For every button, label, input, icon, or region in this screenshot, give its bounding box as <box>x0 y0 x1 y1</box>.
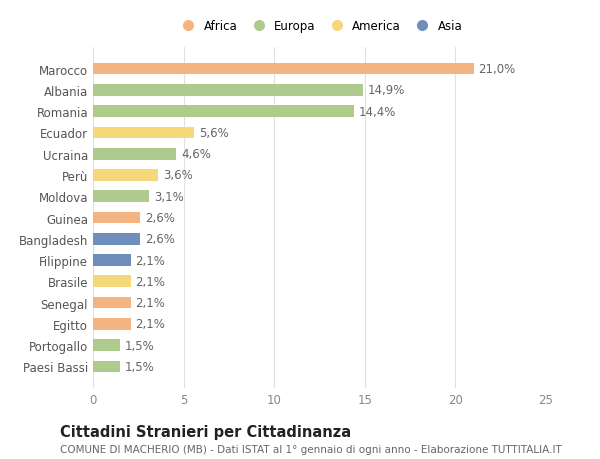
Text: 5,6%: 5,6% <box>199 127 229 140</box>
Bar <box>93 255 131 266</box>
Text: 21,0%: 21,0% <box>478 63 515 76</box>
Text: 2,1%: 2,1% <box>136 254 166 267</box>
Bar <box>93 149 176 160</box>
Text: 3,6%: 3,6% <box>163 169 193 182</box>
Bar <box>93 106 354 118</box>
Bar <box>93 212 140 224</box>
Text: 2,6%: 2,6% <box>145 212 175 224</box>
Bar <box>93 64 473 75</box>
Bar <box>93 191 149 202</box>
Bar <box>93 361 120 372</box>
Text: 1,5%: 1,5% <box>125 360 154 373</box>
Bar <box>93 127 194 139</box>
Bar <box>93 276 131 287</box>
Text: 14,4%: 14,4% <box>358 106 396 118</box>
Text: 2,6%: 2,6% <box>145 233 175 246</box>
Text: 4,6%: 4,6% <box>181 148 211 161</box>
Text: 1,5%: 1,5% <box>125 339 154 352</box>
Bar <box>93 340 120 351</box>
Bar <box>93 234 140 245</box>
Bar <box>93 85 363 96</box>
Text: 3,1%: 3,1% <box>154 190 184 203</box>
Text: COMUNE DI MACHERIO (MB) - Dati ISTAT al 1° gennaio di ogni anno - Elaborazione T: COMUNE DI MACHERIO (MB) - Dati ISTAT al … <box>60 444 562 454</box>
Legend: Africa, Europa, America, Asia: Africa, Europa, America, Asia <box>176 20 463 33</box>
Text: 2,1%: 2,1% <box>136 318 166 330</box>
Text: 2,1%: 2,1% <box>136 275 166 288</box>
Text: Cittadini Stranieri per Cittadinanza: Cittadini Stranieri per Cittadinanza <box>60 425 351 440</box>
Bar <box>93 318 131 330</box>
Bar <box>93 170 158 181</box>
Text: 2,1%: 2,1% <box>136 297 166 309</box>
Text: 14,9%: 14,9% <box>368 84 405 97</box>
Bar <box>93 297 131 309</box>
